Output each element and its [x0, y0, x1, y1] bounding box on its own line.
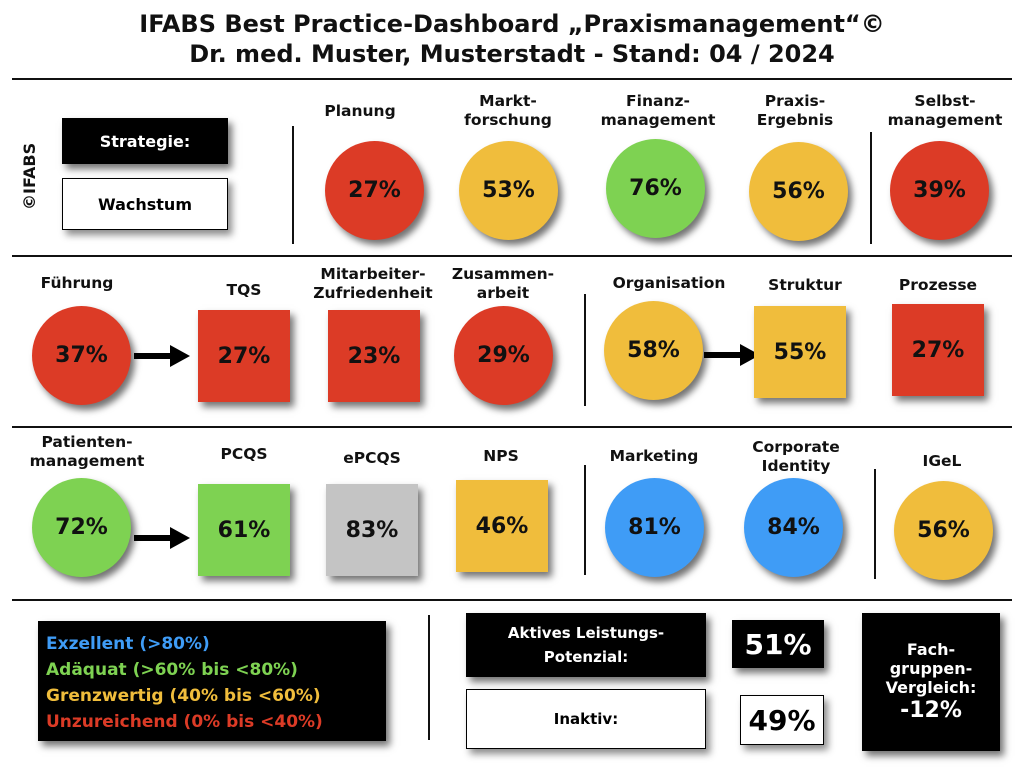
label-fuehrung: Führung — [40, 274, 114, 292]
label-marktforschung: Markt- forschung — [464, 92, 552, 129]
value-tqs: 27% — [217, 343, 271, 369]
active-potential-value-box: 51% — [732, 620, 824, 668]
label-pcqs: PCQS — [220, 445, 268, 463]
label-marketing: Marketing — [609, 447, 699, 465]
label-zusammenarbeit: Zusammen- arbeit — [451, 265, 555, 302]
value-selbstmanagement: 39% — [913, 178, 966, 203]
value-finanzmanagement: 76% — [629, 176, 682, 201]
arrow-right-icon — [134, 527, 190, 549]
value-praxisergebnis: 56% — [772, 179, 825, 204]
divider-igel — [874, 469, 876, 579]
inactive-value: 49% — [748, 703, 816, 737]
value-pcqs: 61% — [217, 517, 271, 543]
kpi-tqs: 27% — [198, 310, 290, 402]
label-corporateidentity: Corporate Identity — [752, 438, 840, 475]
divider-row2 — [12, 426, 1012, 428]
arrow-right-icon — [704, 344, 760, 366]
arrow-right-icon — [134, 345, 190, 367]
active-potential-label: Aktives Leistungs- Potenzial: — [507, 624, 665, 666]
value-struktur: 55% — [773, 339, 827, 365]
label-epcqs: ePCQS — [343, 449, 401, 467]
legend-borderline: Grenzwertig (40% bis <60%) — [46, 686, 321, 706]
legend-box: Exzellent (>80%) Adäquat (>60% bis <80%)… — [38, 621, 386, 741]
legend-insufficient: Unzureichend (0% bis <40%) — [46, 712, 323, 732]
label-struktur: Struktur — [768, 276, 842, 294]
value-corporateidentity: 84% — [767, 515, 820, 540]
value-planung: 27% — [348, 178, 401, 203]
inactive-value-box: 49% — [740, 695, 824, 745]
peer-comparison-value: -12% — [900, 697, 962, 723]
inactive-label: Inaktiv: — [553, 710, 619, 728]
kpi-selbstmanagement: 39% — [890, 141, 989, 240]
strategy-value: Wachstum — [98, 194, 192, 214]
value-marktforschung: 53% — [482, 178, 535, 203]
value-mitarbeiterzufriedenheit: 23% — [347, 343, 401, 369]
value-zusammenarbeit: 29% — [477, 343, 530, 368]
kpi-mitarbeiterzufriedenheit: 23% — [328, 310, 420, 402]
value-igel: 56% — [917, 518, 970, 543]
active-potential-value: 51% — [744, 627, 812, 661]
inactive-label-box: Inaktiv: — [466, 689, 706, 749]
ifabs-side-label: ©IFABS — [20, 142, 39, 210]
strategy-value-box: Wachstum — [62, 178, 228, 230]
kpi-prozesse: 27% — [892, 304, 984, 396]
kpi-igel: 56% — [894, 481, 993, 580]
kpi-pcqs: 61% — [198, 484, 290, 576]
divider-marketing — [584, 465, 586, 575]
label-selbstmanagement: Selbst- management — [887, 92, 1003, 129]
label-igel: IGeL — [922, 452, 962, 470]
kpi-finanzmanagement: 76% — [606, 139, 705, 238]
label-tqs: TQS — [226, 281, 262, 299]
kpi-praxisergebnis: 56% — [749, 142, 848, 241]
label-organisation: Organisation — [612, 274, 726, 292]
divider-potential — [428, 615, 430, 740]
strategy-label-box: Strategie: — [62, 118, 228, 164]
divider-row3 — [12, 599, 1012, 601]
kpi-struktur: 55% — [754, 306, 846, 398]
kpi-planung: 27% — [325, 141, 424, 240]
kpi-fuehrung: 37% — [32, 306, 131, 405]
value-marketing: 81% — [628, 515, 681, 540]
legend-excellent: Exzellent (>80%) — [46, 634, 210, 654]
peer-comparison-box: Fach- gruppen- Vergleich: -12% — [862, 613, 1000, 751]
strategy-label: Strategie: — [99, 131, 191, 151]
value-epcqs: 83% — [345, 517, 399, 543]
label-mitarbeiterzufriedenheit: Mitarbeiter- Zufriedenheit — [313, 265, 433, 302]
legend-adequate: Adäquat (>60% bis <80%) — [46, 660, 298, 680]
divider-selbstmanagement — [870, 132, 872, 244]
label-planung: Planung — [324, 102, 396, 120]
kpi-epcqs: 83% — [326, 484, 418, 576]
kpi-zusammenarbeit: 29% — [454, 306, 553, 405]
label-nps: NPS — [483, 447, 519, 465]
kpi-marktforschung: 53% — [459, 141, 558, 240]
value-prozesse: 27% — [911, 337, 965, 363]
kpi-marketing: 81% — [605, 478, 704, 577]
peer-comparison-label: Fach- gruppen- Vergleich: — [885, 639, 977, 697]
label-prozesse: Prozesse — [898, 276, 978, 294]
divider-organisation — [584, 294, 586, 406]
value-fuehrung: 37% — [55, 343, 108, 368]
kpi-corporateidentity: 84% — [744, 478, 843, 577]
value-patientenmanagement: 72% — [55, 515, 108, 540]
label-praxisergebnis: Praxis- Ergebnis — [756, 92, 834, 129]
kpi-nps: 46% — [456, 480, 548, 572]
active-potential-label-box: Aktives Leistungs- Potenzial: — [466, 613, 706, 677]
value-organisation: 58% — [627, 338, 680, 363]
label-patientenmanagement: Patienten- management — [29, 433, 145, 470]
value-nps: 46% — [475, 513, 529, 539]
kpi-patientenmanagement: 72% — [32, 478, 131, 577]
dashboard-title: IFABS Best Practice-Dashboard „Praxisman… — [139, 10, 885, 38]
label-finanzmanagement: Finanz- management — [600, 92, 716, 129]
divider-row1 — [12, 255, 1012, 257]
dashboard-subtitle: Dr. med. Muster, Musterstadt - Stand: 04… — [189, 40, 835, 68]
divider-header — [12, 78, 1012, 80]
divider-strategy — [292, 126, 294, 244]
kpi-organisation: 58% — [604, 301, 703, 400]
